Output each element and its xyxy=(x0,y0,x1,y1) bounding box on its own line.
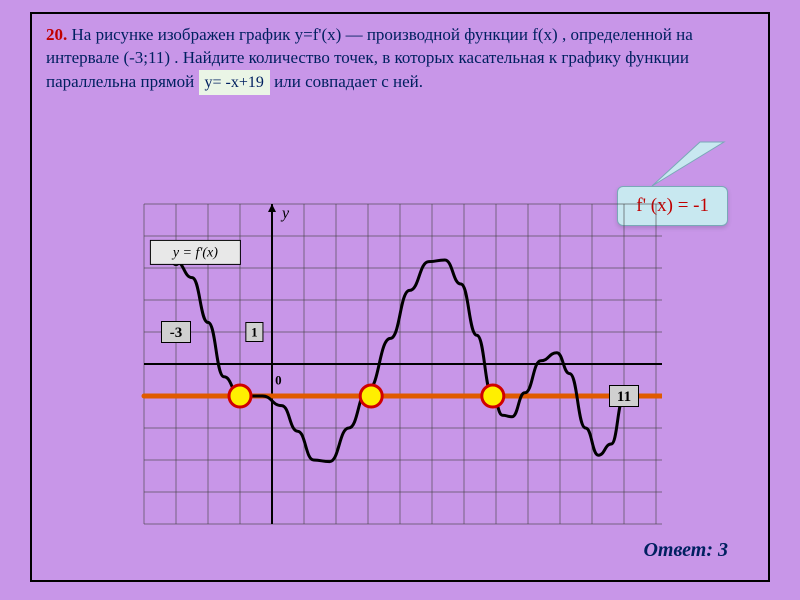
svg-text:y: y xyxy=(280,205,290,222)
callout-tail xyxy=(652,142,724,186)
slide-frame: 20. На рисунке изображен график y=f'(x) … xyxy=(30,12,770,582)
chart-svg: xy-31011y = f'(x) xyxy=(102,189,662,529)
svg-text:y = f'(x): y = f'(x) xyxy=(171,245,218,260)
svg-text:11: 11 xyxy=(617,389,631,405)
svg-text:0: 0 xyxy=(275,372,282,387)
answer-label: Ответ: 3 xyxy=(643,539,728,561)
chart-container: xy-31011y = f'(x) xyxy=(102,189,662,529)
problem-part2: или совпадает с ней. xyxy=(274,72,423,91)
problem-text: 20. На рисунке изображен график y=f'(x) … xyxy=(32,14,768,95)
inline-formula: y= -x+19 xyxy=(199,70,270,96)
svg-text:1: 1 xyxy=(251,324,258,339)
svg-text:-3: -3 xyxy=(170,325,183,341)
problem-number: 20. xyxy=(46,25,67,44)
answer-text: Ответ: 3 xyxy=(643,539,728,562)
